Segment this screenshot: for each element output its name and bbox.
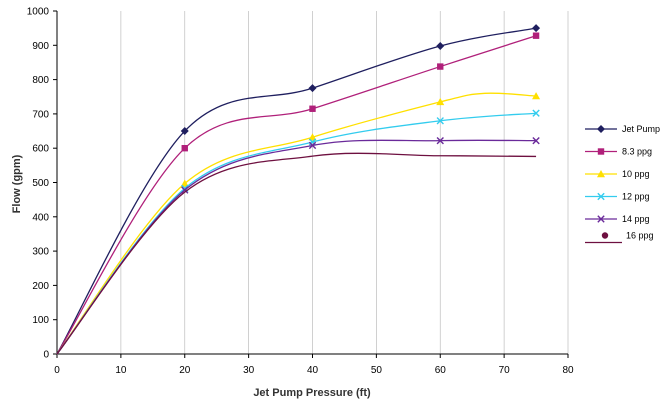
y-tick-label: 500 xyxy=(32,178,49,189)
data-point xyxy=(308,141,317,150)
legend-item: 10 ppg xyxy=(585,169,650,179)
series-line xyxy=(56,92,537,355)
data-point xyxy=(308,133,317,141)
data-point xyxy=(532,24,541,33)
x-tick-label: 20 xyxy=(179,365,191,376)
series-2 xyxy=(56,92,541,355)
data-point xyxy=(181,145,188,152)
legend-label: 10 ppg xyxy=(622,169,650,179)
series-layer xyxy=(56,24,541,355)
tick-labels: 0 100 200 300 400 500 600 700 800 900 1000 0 10 20 30 4… xyxy=(27,7,574,377)
x-tick-label: 60 xyxy=(435,365,447,376)
x-tick-label: 70 xyxy=(499,365,511,376)
y-tick-label: 200 xyxy=(32,281,49,292)
legend-label: 16 ppg xyxy=(626,231,654,241)
data-point xyxy=(532,92,541,100)
y-tick-label: 800 xyxy=(32,75,49,86)
legend-marker xyxy=(597,148,605,155)
series-line xyxy=(56,112,537,355)
data-point xyxy=(180,127,189,136)
x-tick-label: 40 xyxy=(307,365,319,376)
data-point xyxy=(309,105,316,112)
legend-marker xyxy=(601,232,609,239)
series-4 xyxy=(56,136,540,355)
y-tick-label: 600 xyxy=(32,144,49,155)
data-point xyxy=(532,136,540,145)
axes xyxy=(53,10,569,358)
data-point xyxy=(436,97,445,106)
series-0 xyxy=(56,24,541,355)
legend-label: Jet Pump xyxy=(622,124,660,134)
y-tick-label: 900 xyxy=(32,41,49,52)
data-point xyxy=(181,186,189,194)
y-tick-label: 1000 xyxy=(27,7,50,18)
series-1 xyxy=(56,32,540,355)
series-line xyxy=(56,152,537,355)
x-tick-label: 0 xyxy=(54,365,60,376)
data-point xyxy=(180,179,189,187)
legend-item: Jet Pump xyxy=(585,124,660,134)
data-point xyxy=(308,84,317,93)
legend-item: 8.3 ppg xyxy=(585,147,652,157)
legend-marker xyxy=(597,170,605,178)
legend-label: 8.3 ppg xyxy=(622,147,652,157)
y-axis-title: Flow (gpm) xyxy=(11,154,23,213)
y-tick-label: 400 xyxy=(32,212,49,223)
legend-item: 14 ppg xyxy=(585,214,650,224)
y-tick-label: 0 xyxy=(43,350,49,361)
data-point xyxy=(436,117,444,125)
data-point xyxy=(437,63,444,70)
legend-marker xyxy=(597,125,605,133)
series-5 xyxy=(56,152,537,355)
x-tick-label: 10 xyxy=(115,365,127,376)
legend-marker xyxy=(597,192,605,201)
series-line xyxy=(56,27,537,355)
series-3 xyxy=(56,109,540,355)
legend-item: 16 ppg xyxy=(585,231,654,244)
legend-marker xyxy=(597,215,605,223)
data-point xyxy=(436,136,444,145)
y-tick-label: 300 xyxy=(32,247,49,258)
data-point xyxy=(532,32,540,39)
data-point xyxy=(436,41,445,50)
series-line xyxy=(56,35,537,355)
legend: Jet Pump 8.3 ppg 10 ppg 12 ppg 14 ppg 16 ppg xyxy=(585,124,660,244)
x-tick-label: 30 xyxy=(243,365,255,376)
legend-item: 12 ppg xyxy=(585,192,650,202)
legend-label: 14 ppg xyxy=(622,214,650,224)
series-line xyxy=(56,139,537,355)
x-tick-label: 80 xyxy=(562,365,574,376)
x-axis-title: Jet Pump Pressure (ft) xyxy=(253,387,371,399)
y-tick-label: 100 xyxy=(32,315,49,326)
grid xyxy=(120,11,569,354)
y-tick-label: 700 xyxy=(32,109,49,120)
x-tick-label: 50 xyxy=(371,365,383,376)
data-point xyxy=(532,109,540,117)
legend-label: 12 ppg xyxy=(622,192,650,202)
